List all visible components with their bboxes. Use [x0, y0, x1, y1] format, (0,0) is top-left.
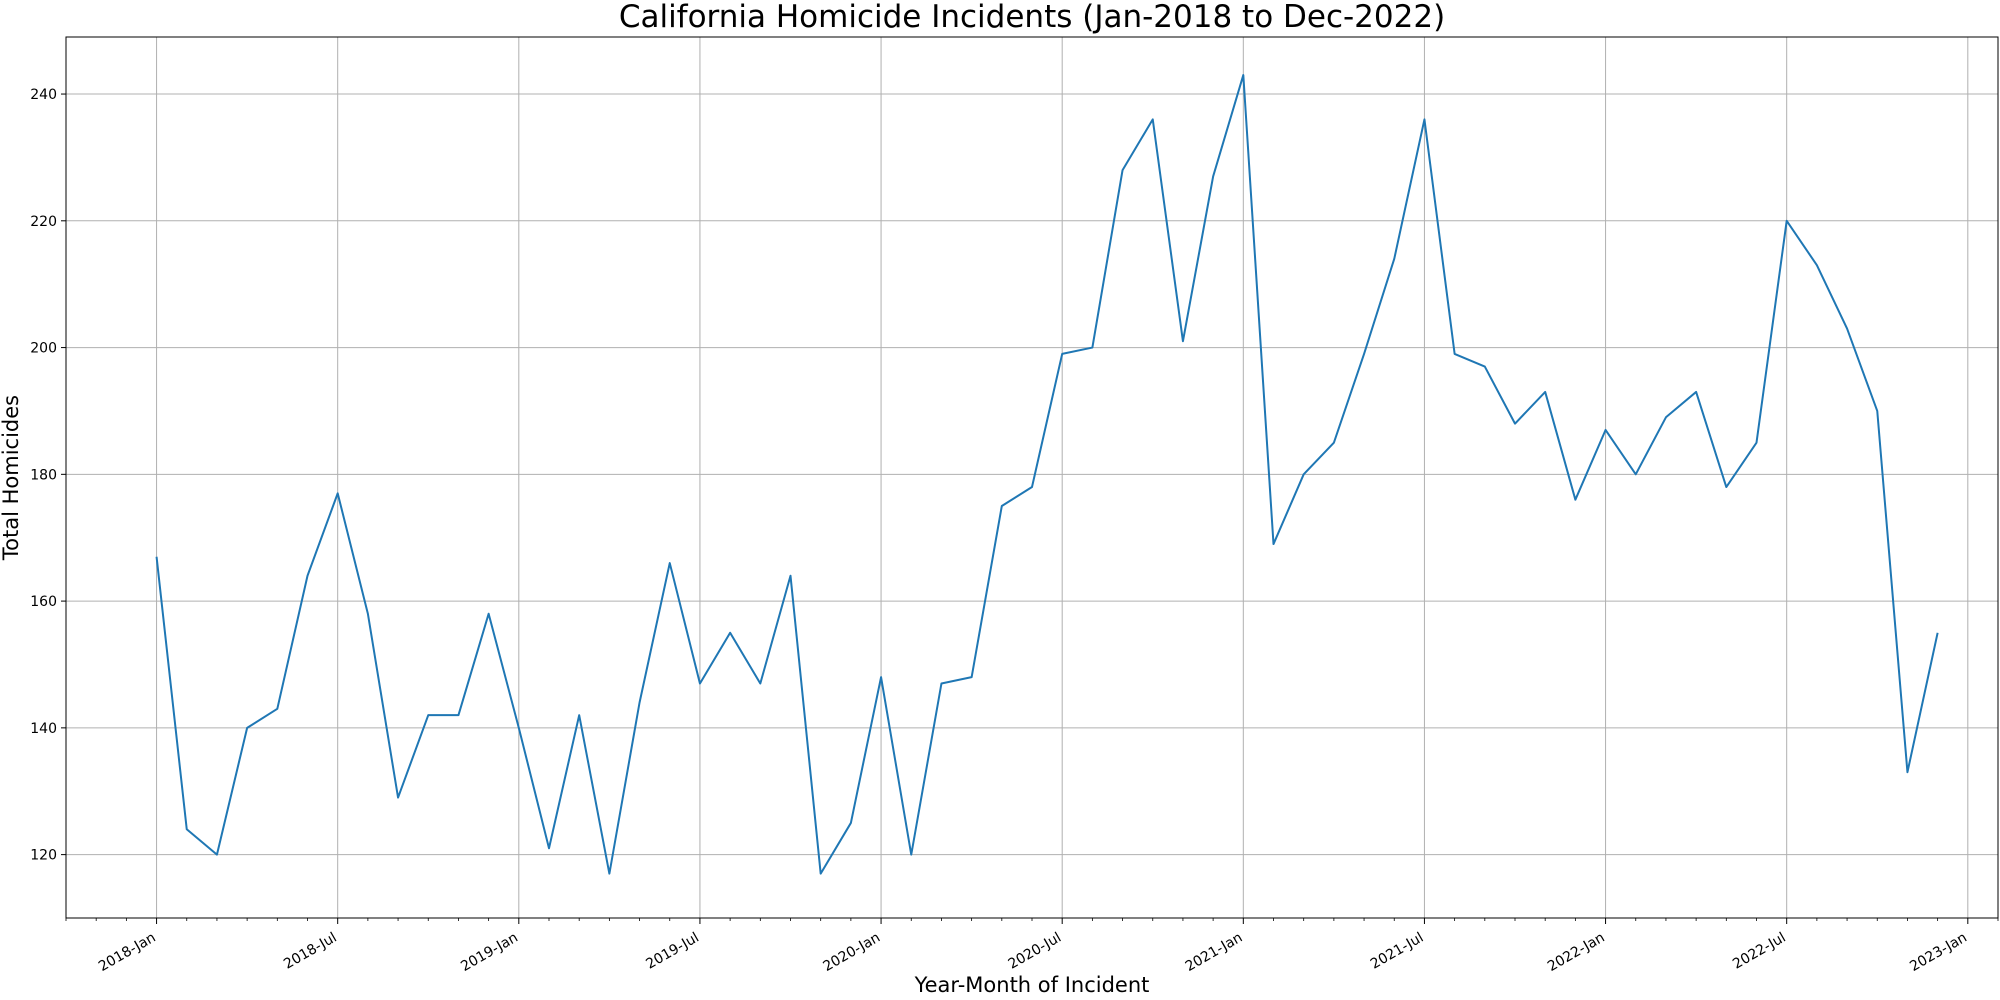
y-tick-label: 220	[30, 214, 57, 230]
y-tick-label: 180	[30, 467, 57, 483]
grid	[66, 37, 1998, 918]
chart-title: California Homicide Incidents (Jan-2018 …	[619, 0, 1445, 35]
y-tick-label: 140	[30, 721, 57, 737]
y-tick-label: 240	[30, 87, 57, 103]
y-tick-label: 200	[30, 341, 57, 357]
y-axis-label: Total Homicides	[0, 395, 23, 561]
y-tick-label: 160	[30, 594, 57, 610]
series-line	[155, 74, 1939, 875]
y-tick-label: 120	[30, 848, 57, 864]
plot-area	[155, 74, 1939, 875]
x-axis-label: Year-Month of Incident	[914, 973, 1150, 997]
